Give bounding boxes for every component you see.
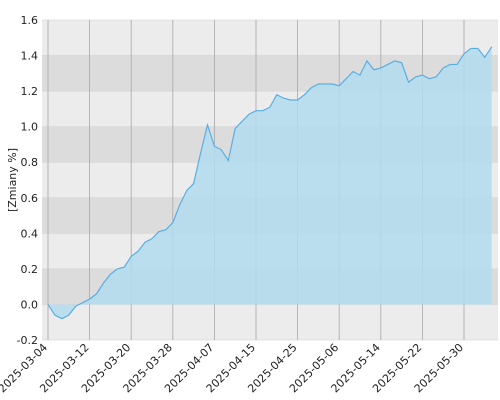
y-tick-label: 0.6 (21, 192, 39, 205)
y-tick-label: 1.4 (21, 50, 39, 63)
y-tick-label: 0.0 (21, 298, 39, 311)
y-tick-label: -0.2 (17, 334, 38, 347)
y-tick-label: 0.2 (21, 263, 39, 276)
y-axis-label: [Zmiany %] (6, 148, 19, 212)
y-tick-label: 1.0 (21, 121, 39, 134)
y-tick-label: 0.8 (21, 156, 39, 169)
y-tick-label: 1.6 (21, 14, 39, 27)
line (47, 46, 493, 320)
background-band (42, 304, 498, 340)
y-tick-label: 0.4 (21, 227, 39, 240)
background-band (42, 20, 498, 56)
area (48, 46, 492, 319)
y-tick-label: 1.2 (21, 85, 39, 98)
